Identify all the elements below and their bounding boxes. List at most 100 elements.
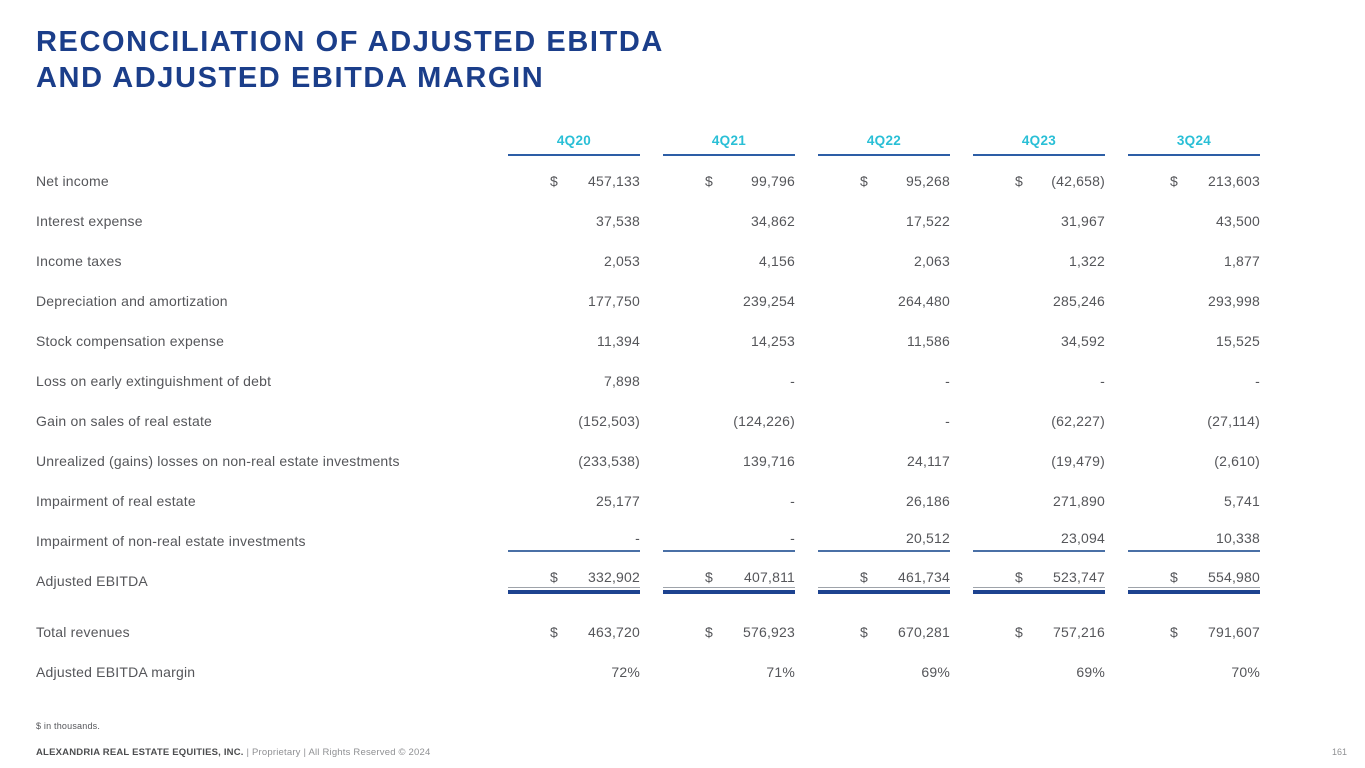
value-cell: 7,898 [508,373,640,389]
dollar-sign: $ [550,173,558,189]
cell-value: 31,967 [1060,213,1105,229]
row-label: Depreciation and amortization [36,293,228,309]
value-cell: $407,811 [663,569,795,594]
value-cell: (19,479) [973,453,1105,469]
dollar-sign: $ [705,624,713,640]
value-cell-inner: 271,890 [973,493,1105,509]
ebitda-reconciliation-table: 4Q20 4Q21 4Q22 4Q23 3Q24 Net income $457,133 $… [36,133,1260,692]
table-row: Interest expense 37,538 34,862 17,522 31,967… [36,201,1260,241]
cell-value: - [1255,373,1260,389]
row-label: Impairment of non-real estate investment… [36,533,306,549]
cell-value: 4,156 [758,253,795,269]
dollar-sign: $ [1015,624,1023,640]
cell-value: 23,094 [1060,530,1105,546]
value-cell: - [663,530,795,552]
cell-value: 70% [1231,664,1260,680]
value-cell-inner: 1,322 [973,253,1105,269]
value-cell: 177,750 [508,293,640,309]
value-cell: 4,156 [663,253,795,269]
cell-value: 11,394 [597,333,640,349]
value-cell-inner: - [818,413,950,429]
row-label: Adjusted EBITDA margin [36,664,196,680]
value-cell: - [508,530,640,552]
cell-value: (233,538) [578,453,640,469]
value-cell: $461,734 [818,569,950,594]
value-cell: - [1128,373,1260,389]
value-cell: 23,094 [973,530,1105,552]
value-cell-inner: (19,479) [973,453,1105,469]
value-cell: 5,741 [1128,493,1260,509]
cell-value: 11,586 [907,333,950,349]
dollar-sign: $ [1170,568,1178,585]
cell-value: (124,226) [733,413,795,429]
value-cell: 1,877 [1128,253,1260,269]
dollar-sign: $ [550,624,558,640]
cell-value: 293,998 [1207,293,1260,309]
row-label: Impairment of real estate [36,493,196,509]
value-cell-inner: $461,734 [818,569,950,588]
cell-value: - [1100,373,1105,389]
dollar-sign: $ [550,568,558,585]
dollar-sign: $ [1015,173,1023,189]
value-cell: 34,592 [973,333,1105,349]
value-cell-inner: 285,246 [973,293,1105,309]
cell-value: (42,658) [1051,173,1105,189]
cell-value: 213,603 [1207,173,1260,189]
value-cell-inner: (62,227) [973,413,1105,429]
cell-value: 791,607 [1207,624,1260,640]
cell-value: 554,980 [1207,568,1260,585]
value-cell: $554,980 [1128,569,1260,594]
page-title-line1: RECONCILIATION OF ADJUSTED EBITDA [36,26,664,58]
value-cell-inner: 11,394 [508,333,640,349]
cell-value: 5,741 [1223,493,1260,509]
value-cell-inner: $457,133 [508,173,640,189]
cell-value: - [945,413,950,429]
table-row: Impairment of non-real estate investment… [36,521,1260,561]
value-cell-inner: 293,998 [1128,293,1260,309]
row-label: Net income [36,173,109,189]
value-cell: 11,586 [818,333,950,349]
column-header-4q23: 4Q23 [973,133,1105,156]
value-cell-inner: 69% [973,664,1105,680]
value-cell-inner: (124,226) [663,413,795,429]
table-row: Gain on sales of real estate (152,503) (12… [36,401,1260,441]
value-cell: - [818,373,950,389]
cell-value: 461,734 [897,568,950,585]
value-cell-inner: 15,525 [1128,333,1260,349]
value-cell: $523,747 [973,569,1105,594]
row-label: Adjusted EBITDA [36,573,148,589]
value-cell-inner: $554,980 [1128,569,1260,588]
cell-value: 15,525 [1215,333,1260,349]
value-cell: 25,177 [508,493,640,509]
cell-value: 177,750 [587,293,640,309]
cell-value: (2,610) [1214,453,1260,469]
dollar-sign: $ [1015,568,1023,585]
value-cell-inner: - [663,530,795,552]
value-cell: 1,322 [973,253,1105,269]
value-cell-inner: - [508,530,640,552]
value-cell: 71% [663,664,795,680]
cell-value: 457,133 [587,173,640,189]
value-cell-inner: 14,253 [663,333,795,349]
cell-value: 69% [1076,664,1105,680]
value-cell-inner: (2,610) [1128,453,1260,469]
dollar-sign: $ [1170,173,1178,189]
value-cell: 34,862 [663,213,795,229]
cell-value: 407,811 [744,568,795,585]
row-label: Loss on early extinguishment of debt [36,373,272,389]
table-row: Unrealized (gains) losses on non-real es… [36,441,1260,481]
value-cell: $576,923 [663,624,795,640]
cell-value: 7,898 [603,373,640,389]
value-cell: $457,133 [508,173,640,189]
value-cell-inner: 239,254 [663,293,795,309]
value-cell: 37,538 [508,213,640,229]
column-header-4q20: 4Q20 [508,133,640,156]
value-cell: 264,480 [818,293,950,309]
value-cell-inner: 34,592 [973,333,1105,349]
value-cell-inner: 70% [1128,664,1260,680]
cell-value: 271,890 [1052,493,1105,509]
table-row: Total revenues $463,720 $576,923 $670,281 $7… [36,612,1260,652]
cell-value: (152,503) [578,413,640,429]
value-cell: 72% [508,664,640,680]
cell-value: 757,216 [1052,624,1105,640]
